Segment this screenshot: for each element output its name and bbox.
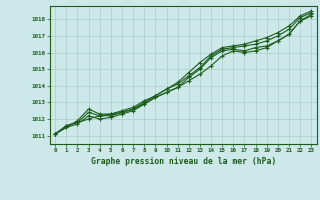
X-axis label: Graphe pression niveau de la mer (hPa): Graphe pression niveau de la mer (hPa) (91, 157, 276, 166)
